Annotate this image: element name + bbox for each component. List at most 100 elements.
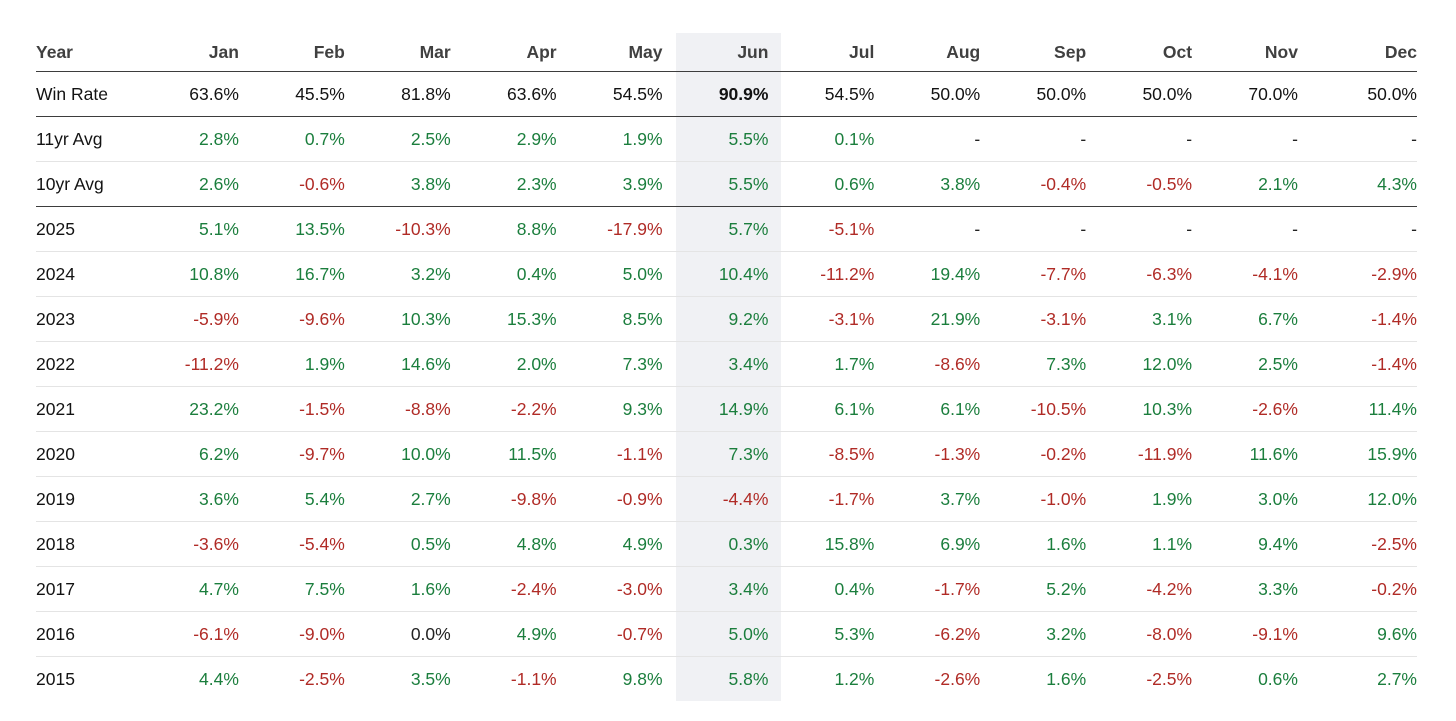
value-cell: -2.9%: [1310, 251, 1417, 297]
value-cell: 0.4%: [463, 251, 570, 297]
value-cell: 9.6%: [1310, 611, 1417, 657]
value-cell: -: [1099, 116, 1206, 162]
value-cell: -0.2%: [993, 431, 1100, 477]
value-cell: -5.4%: [251, 521, 358, 567]
value-cell: -0.6%: [251, 161, 358, 207]
value-cell: 9.8%: [622, 668, 663, 689]
value-cell: 5.3%: [781, 611, 888, 657]
value-cell: 5.4%: [251, 476, 358, 522]
column-header-mar: Mar: [357, 33, 464, 72]
value-cell: 5.5%: [675, 161, 782, 207]
value-cell: 0.4%: [781, 566, 888, 612]
value-cell: 10.0%: [357, 431, 464, 477]
column-header-nov: Nov: [1205, 33, 1311, 72]
value-cell: -0.7%: [569, 611, 676, 657]
value-cell: 0.3%: [675, 521, 782, 567]
column-header-jul: Jul: [781, 33, 888, 72]
value-cell: 2.7%: [1377, 668, 1417, 689]
value-cell: 2.0%: [463, 341, 570, 387]
value-cell: 3.2%: [993, 611, 1100, 657]
value-cell: 5.1%: [146, 206, 252, 252]
monthly-returns-table-wrap: Year Jan Feb Mar Apr May Jun Jul Aug Sep Oct Nov Dec…: [36, 33, 1417, 701]
value-cell: 15.3%: [463, 296, 570, 342]
value-cell: -8.6%: [887, 341, 994, 387]
value-cell: 13.5%: [251, 206, 358, 252]
value-cell: 1.2%: [834, 668, 875, 689]
value-cell: 3.5%: [410, 668, 451, 689]
value-cell: -2.5%: [299, 668, 345, 689]
value-cell: 12.0%: [1310, 476, 1417, 522]
value-cell: 11.5%: [463, 431, 570, 477]
value-cell: -: [1099, 206, 1206, 252]
value-cell: 3.7%: [887, 476, 994, 522]
value-cell: -1.4%: [1310, 341, 1417, 387]
column-header-feb: Feb: [251, 33, 358, 72]
value-cell: 81.8%: [357, 71, 464, 117]
value-cell: -: [887, 116, 994, 162]
value-cell: 19.4%: [887, 251, 994, 297]
value-cell: -1.7%: [781, 476, 888, 522]
value-cell: -5.1%: [781, 206, 888, 252]
value-cell: 4.3%: [1310, 161, 1417, 207]
row-label: 2024: [36, 251, 146, 297]
value-cell: 10.8%: [146, 251, 252, 297]
value-cell: 2.8%: [146, 116, 252, 162]
value-cell: -3.1%: [781, 296, 888, 342]
value-cell: 15.9%: [1310, 431, 1417, 477]
value-cell: 3.3%: [1205, 566, 1311, 612]
value-cell: 50.0%: [993, 71, 1100, 117]
value-cell: -0.4%: [993, 161, 1100, 207]
row-label: 2025: [36, 206, 146, 252]
value-cell: 6.9%: [887, 521, 994, 567]
data-row-2022: 2022 -11.2% 1.9% 14.6% 2.0% 7.3% 3.4% 1.7% -8.6%…: [36, 341, 1417, 387]
value-cell: 1.6%: [357, 566, 464, 612]
value-cell: 21.9%: [887, 296, 994, 342]
value-cell: -9.1%: [1205, 611, 1311, 657]
row-label: 2015: [36, 668, 75, 689]
value-cell: 0.6%: [1258, 668, 1298, 689]
value-cell: -7.7%: [993, 251, 1100, 297]
value-cell: 7.3%: [993, 341, 1100, 387]
column-header-jan: Jan: [146, 33, 252, 72]
value-cell: 12.0%: [1099, 341, 1206, 387]
monthly-returns-table: Year Jan Feb Mar Apr May Jun Jul Aug Sep Oct Nov Dec…: [36, 33, 1417, 701]
value-cell: 4.4%: [199, 668, 239, 689]
value-cell: -11.9%: [1099, 431, 1206, 477]
value-cell: -9.8%: [463, 476, 570, 522]
value-cell: -4.2%: [1099, 566, 1206, 612]
value-cell: 50.0%: [1310, 71, 1417, 117]
value-cell: 0.6%: [781, 161, 888, 207]
value-cell: -: [1205, 206, 1311, 252]
value-cell: 2.9%: [463, 116, 570, 162]
value-cell: 0.1%: [781, 116, 888, 162]
value-cell: -9.7%: [251, 431, 358, 477]
data-row-2025: 2025 5.1% 13.5% -10.3% 8.8% -17.9% 5.7% -5.1% - -…: [36, 206, 1417, 252]
value-cell: -: [993, 116, 1100, 162]
data-row-2017: 2017 4.7% 7.5% 1.6% -2.4% -3.0% 3.4% 0.4% -1.7% 5…: [36, 566, 1417, 612]
value-cell: 54.5%: [569, 71, 676, 117]
value-cell: -: [887, 206, 994, 252]
value-cell: 2.5%: [357, 116, 464, 162]
value-cell: 3.8%: [357, 161, 464, 207]
value-cell: -3.1%: [993, 296, 1100, 342]
row-label: 2020: [36, 431, 146, 477]
value-cell: -2.6%: [934, 668, 981, 689]
value-cell: -6.1%: [146, 611, 252, 657]
column-header-may: May: [569, 33, 676, 72]
row-label: 2016: [36, 611, 146, 657]
value-cell: 2.7%: [357, 476, 464, 522]
value-cell: 45.5%: [251, 71, 358, 117]
value-cell: 5.0%: [569, 251, 676, 297]
data-row-2020: 2020 6.2% -9.7% 10.0% 11.5% -1.1% 7.3% -8.5% -1.…: [36, 431, 1417, 477]
data-row-2023: 2023 -5.9% -9.6% 10.3% 15.3% 8.5% 9.2% -3.1% 21.…: [36, 296, 1417, 342]
header-row: Year Jan Feb Mar Apr May Jun Jul Aug Sep Oct Nov Dec: [36, 33, 1417, 72]
value-cell: -5.9%: [146, 296, 252, 342]
value-cell: -6.2%: [887, 611, 994, 657]
data-row-2019: 2019 3.6% 5.4% 2.7% -9.8% -0.9% -4.4% -1.7% 3.7%…: [36, 476, 1417, 522]
value-cell: 0.5%: [357, 521, 464, 567]
value-cell: 3.4%: [675, 566, 782, 612]
value-cell: -2.5%: [1146, 668, 1193, 689]
value-cell: 1.6%: [993, 521, 1100, 567]
value-cell: 6.1%: [887, 386, 994, 432]
value-cell: -4.1%: [1205, 251, 1311, 297]
